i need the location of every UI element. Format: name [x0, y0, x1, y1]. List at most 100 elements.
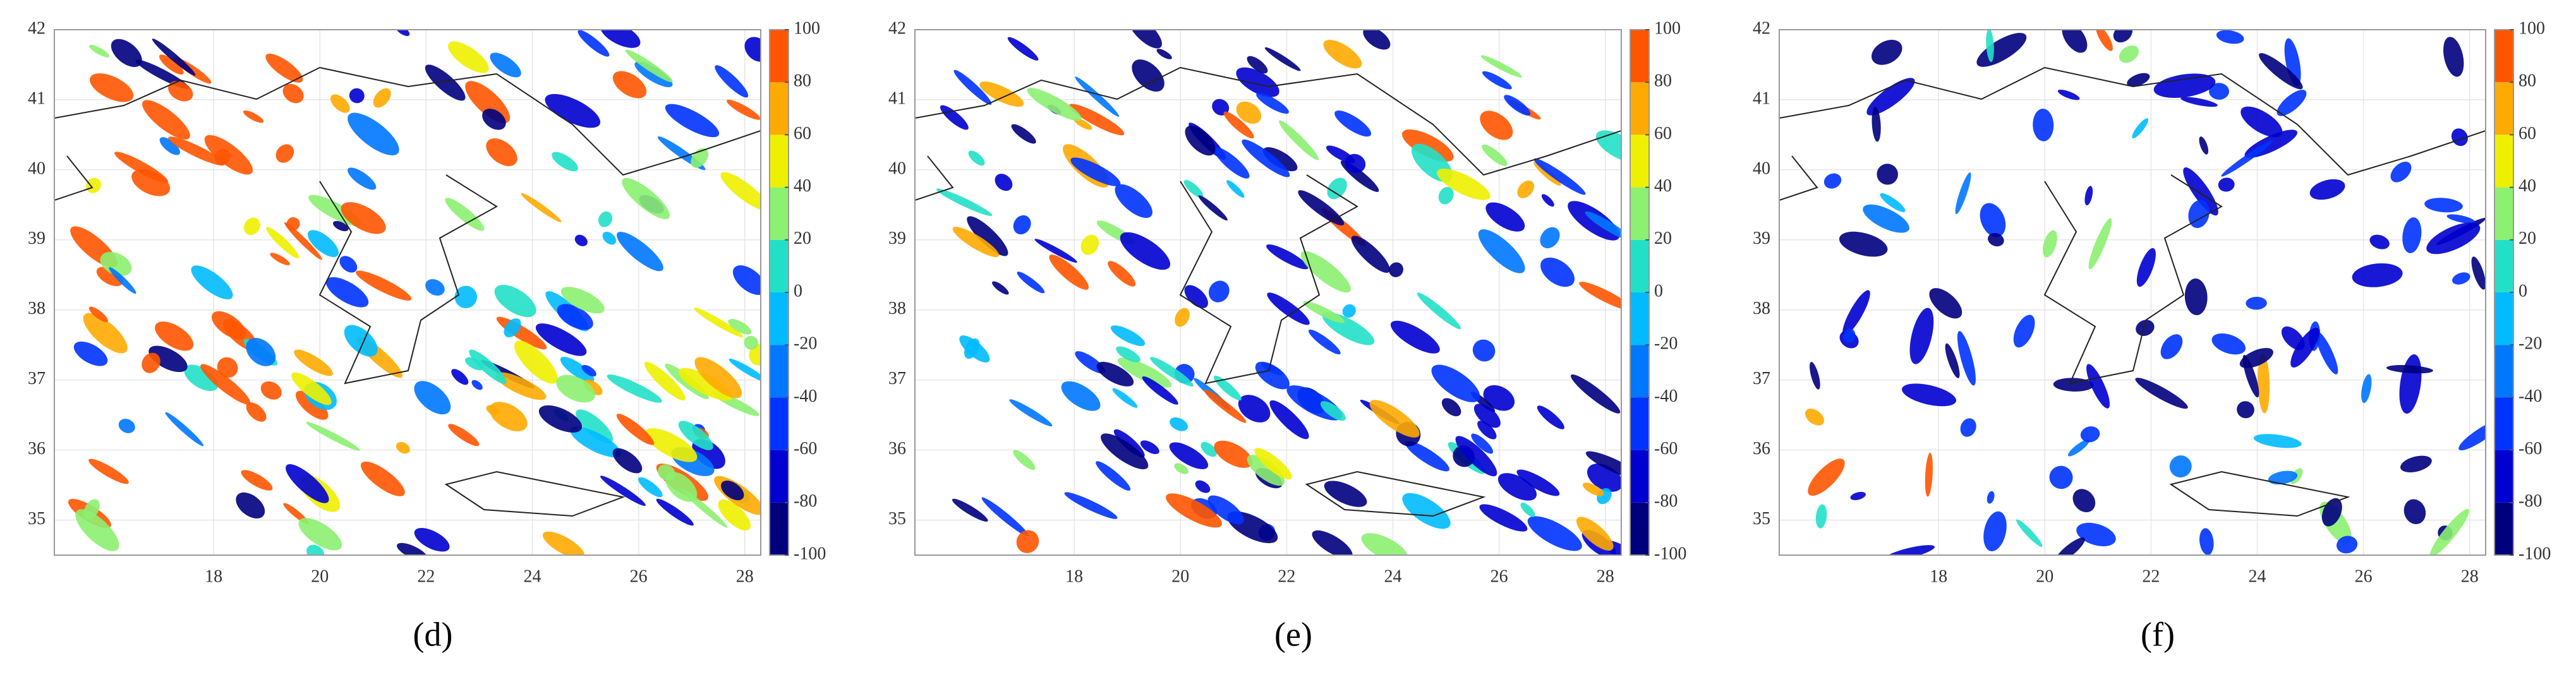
field-blob — [1262, 147, 1298, 172]
field-blob — [1363, 30, 1391, 50]
field-blob — [1070, 157, 1121, 186]
x-tick-label: 26 — [1491, 566, 1508, 586]
field-blob — [90, 73, 134, 102]
field-blob — [1080, 234, 1099, 255]
field-blob — [1096, 461, 1131, 491]
field-blob — [1342, 304, 1356, 318]
field-blob — [1061, 381, 1101, 411]
field-blob — [266, 227, 299, 259]
field-blob — [396, 441, 410, 454]
field-blob — [2400, 455, 2432, 472]
field-blob — [952, 227, 1000, 258]
field-blob — [445, 198, 485, 231]
field-blob — [111, 39, 142, 68]
field-blob — [339, 256, 358, 273]
field-blob — [1223, 111, 1254, 139]
field-blob — [2424, 198, 2463, 213]
field-blob — [612, 71, 647, 99]
colorbar-tick-label: 100 — [1654, 18, 1681, 38]
field-blob — [454, 285, 478, 309]
field-blob — [1517, 180, 1535, 198]
field-blob — [2390, 162, 2412, 183]
field-blob — [89, 44, 110, 57]
colorbar-band — [2494, 345, 2513, 398]
field-blob — [414, 381, 451, 415]
field-blob — [2013, 315, 2035, 348]
field-blob — [414, 527, 450, 552]
field-blob — [341, 202, 386, 234]
colorbar-band — [2494, 292, 2513, 345]
field-blob — [373, 88, 391, 108]
field-blob — [88, 458, 129, 484]
field-blob — [658, 464, 675, 481]
field-blob — [1983, 511, 2007, 551]
colorbar-band — [2494, 502, 2513, 555]
field-blob — [260, 381, 282, 400]
x-tick-label: 22 — [2142, 566, 2160, 586]
field-blob — [1213, 375, 1242, 401]
field-blob — [349, 88, 365, 104]
field-blob — [243, 110, 264, 123]
field-blob — [1312, 530, 1353, 555]
field-blob — [1504, 95, 1531, 116]
field-blob — [644, 361, 686, 401]
field-blob — [1902, 383, 1957, 407]
field-blob — [2443, 37, 2464, 77]
field-blob — [1034, 239, 1077, 263]
field-blob — [1810, 362, 1820, 390]
field-blob — [1142, 376, 1178, 405]
field-blob — [1183, 179, 1204, 198]
field-blob — [2180, 97, 2218, 107]
field-blob — [2169, 455, 2192, 477]
field-blob — [2218, 177, 2235, 192]
coastline — [915, 66, 1621, 517]
field-blob — [1839, 231, 1888, 257]
field-blob — [2258, 353, 2270, 414]
field-blob — [1140, 440, 1159, 455]
colorbar-tick-label: -20 — [2519, 334, 2542, 354]
colorbar-tick-label: -40 — [1654, 386, 1678, 406]
field-blob — [217, 357, 238, 378]
field-blob — [298, 518, 342, 551]
field-blob — [1480, 55, 1522, 78]
colorbar-tick-label: -40 — [2519, 386, 2542, 406]
field-blob — [1115, 184, 1152, 219]
field-blob — [1101, 433, 1149, 470]
field-blob — [348, 112, 399, 155]
field-blob — [622, 177, 670, 220]
field-blob — [1247, 56, 1268, 74]
map-panel: 18 20 22 24 26 28 35 36 37 38 39 40 41 42 -100 -80 -60 -4… — [28, 18, 826, 653]
field-blob — [1128, 30, 1162, 49]
field-blob — [1576, 517, 1614, 551]
colorbar-tick-label: -100 — [794, 544, 826, 563]
colorbar-band — [770, 345, 789, 398]
field-blob — [168, 136, 225, 166]
field-blob — [2135, 378, 2188, 409]
colorbar-tick-label: 80 — [2519, 71, 2536, 91]
field-blob — [1323, 40, 1362, 69]
field-blob — [1441, 398, 1461, 417]
field-blob — [1585, 451, 1621, 479]
field-blob — [1207, 495, 1244, 525]
field-blob — [2242, 355, 2259, 398]
field-blob — [678, 421, 713, 450]
field-blob — [1279, 120, 1319, 160]
colorbar-band — [770, 502, 789, 555]
x-tick-label: 20 — [2036, 566, 2053, 586]
colorbar-tick-label: 60 — [1654, 124, 1672, 143]
field-blob — [1009, 399, 1053, 427]
field-blob — [545, 93, 601, 128]
field-blob — [967, 216, 1008, 256]
y-tick-label: 36 — [28, 439, 45, 458]
colorbar-tick-label: -100 — [1654, 544, 1686, 563]
x-tick-label: 18 — [1065, 566, 1083, 586]
field-blob — [425, 279, 445, 296]
field-blob — [1195, 480, 1211, 493]
x-tick-label: 24 — [1384, 566, 1402, 586]
field-blob — [168, 81, 193, 102]
field-blob — [2136, 248, 2156, 287]
field-blob — [1595, 130, 1621, 162]
field-blob — [656, 498, 694, 526]
field-blob — [490, 52, 521, 78]
field-blob — [2132, 118, 2149, 139]
